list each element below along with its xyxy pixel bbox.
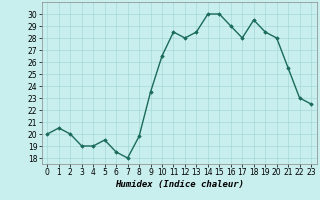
X-axis label: Humidex (Indice chaleur): Humidex (Indice chaleur) xyxy=(115,180,244,189)
